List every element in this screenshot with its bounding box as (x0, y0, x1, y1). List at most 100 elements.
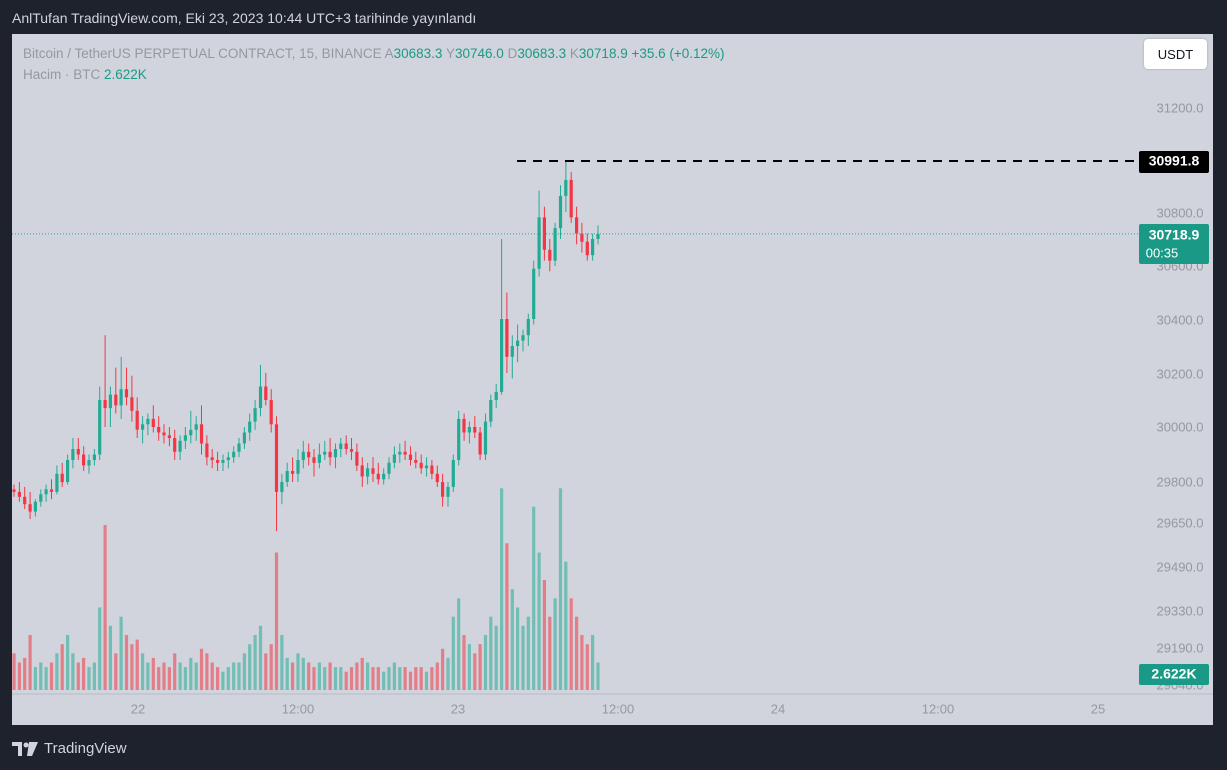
volume-bar (408, 671, 413, 690)
high-price-label: 30991.8 (1149, 153, 1200, 169)
candle-body (558, 195, 563, 229)
candle-body (376, 473, 380, 480)
volume-bar (92, 662, 96, 690)
candle-body (317, 454, 321, 463)
price-axis-tick: 30400.0 (1157, 312, 1204, 327)
candle-body (178, 440, 182, 452)
candle-body (194, 424, 198, 430)
candle-body (264, 386, 268, 400)
volume-bar (248, 644, 252, 690)
candle-body (333, 449, 338, 458)
candle-body (414, 460, 418, 463)
volume-bar (307, 662, 311, 690)
candle-body (296, 460, 300, 474)
time-axis-tick: 23 (451, 701, 465, 716)
volume-bar (167, 667, 171, 690)
volume-bar (355, 662, 359, 690)
price-axis-tick: 29800.0 (1157, 474, 1204, 489)
price-axis-tick: 29330.0 (1157, 603, 1204, 618)
chart-panel[interactable]: 31200.0 30800.0 30600.0 30400.0 30200.0 30000… (12, 34, 1213, 725)
volume-bar (296, 653, 300, 690)
volume-bar (462, 635, 466, 690)
volume-bar (199, 648, 204, 691)
candle-body (408, 454, 413, 460)
footer-brand[interactable]: TradingView (12, 740, 127, 757)
candle-body (516, 340, 520, 346)
volume-bar (119, 616, 123, 690)
volume-bar (87, 667, 91, 690)
candle-body (60, 473, 64, 483)
candle-body (478, 432, 482, 455)
candle-body (500, 319, 504, 392)
candle-body (323, 451, 327, 455)
candle-body (591, 239, 595, 256)
volume-bar (189, 657, 193, 690)
candle-body (360, 465, 364, 477)
candle-body (473, 427, 477, 433)
volume-bar (596, 662, 600, 690)
volume-bar (216, 667, 220, 690)
candlestick-chart[interactable]: 31200.030800.030600.030400.030200.030000… (12, 34, 1213, 725)
candle-body (226, 457, 230, 461)
candle-body (253, 408, 257, 422)
time-axis-tick: 12:00 (282, 701, 315, 716)
volume-bar (253, 635, 257, 690)
volume-bar (12, 653, 16, 690)
volume-bar (457, 598, 461, 690)
volume-bar (183, 667, 187, 690)
candle-body (23, 496, 27, 505)
volume-bar (157, 667, 161, 690)
candle-body (328, 451, 332, 458)
last-price-tag (1139, 224, 1209, 264)
candle-body (446, 486, 450, 497)
volume-bar (60, 644, 64, 690)
price-axis-tick: 29650.0 (1157, 515, 1204, 530)
candle-body (505, 319, 509, 357)
volume-bar (130, 644, 134, 690)
volume-label: Hacim · BTC (23, 67, 101, 82)
price-axis-tick: 30000.0 (1157, 419, 1204, 434)
low-label: D (507, 46, 518, 61)
candle-body (349, 449, 354, 452)
volume-bar (569, 598, 573, 690)
candle-body (135, 410, 139, 430)
candle-body (387, 462, 391, 474)
candle-body (157, 427, 161, 433)
volume-bar (205, 653, 209, 690)
candle-body (221, 460, 225, 463)
volume-bar (333, 667, 338, 690)
candle-body (210, 457, 214, 461)
candle-body (76, 449, 80, 455)
time-axis-tick: 25 (1091, 701, 1105, 716)
candle-body (87, 460, 91, 466)
currency-button[interactable]: USDT (1144, 39, 1207, 69)
candle-body (71, 449, 75, 460)
price-axis-tick: 30800.0 (1157, 205, 1204, 220)
candle-body (119, 389, 123, 406)
volume-bar (285, 657, 289, 690)
volume-bar (55, 653, 59, 690)
candle-body (462, 418, 466, 433)
volume-bar (349, 667, 354, 690)
candle-body (494, 391, 498, 400)
volume-bar (398, 667, 402, 690)
volume-bar (419, 667, 423, 690)
candle-body (248, 421, 252, 433)
time-axis-tick: 22 (131, 701, 145, 716)
candle-body (114, 394, 118, 406)
volume-bar (430, 667, 434, 690)
close-value: 30718.9 (578, 46, 628, 61)
candle-body (216, 460, 220, 463)
candle-body (274, 424, 279, 492)
candle-body (366, 468, 370, 477)
volume-bar (366, 662, 370, 690)
volume-bar (323, 667, 327, 690)
volume-bar (553, 598, 557, 690)
candle-body (542, 217, 546, 250)
volume-bar (537, 552, 541, 690)
symbol-name: Bitcoin / TetherUS PERPETUAL CONTRACT, 1… (23, 46, 382, 61)
time-axis-tick: 12:00 (922, 701, 955, 716)
volume-bar (264, 653, 268, 690)
volume-bar (494, 625, 498, 690)
price-axis-tick: 31200.0 (1157, 100, 1204, 115)
